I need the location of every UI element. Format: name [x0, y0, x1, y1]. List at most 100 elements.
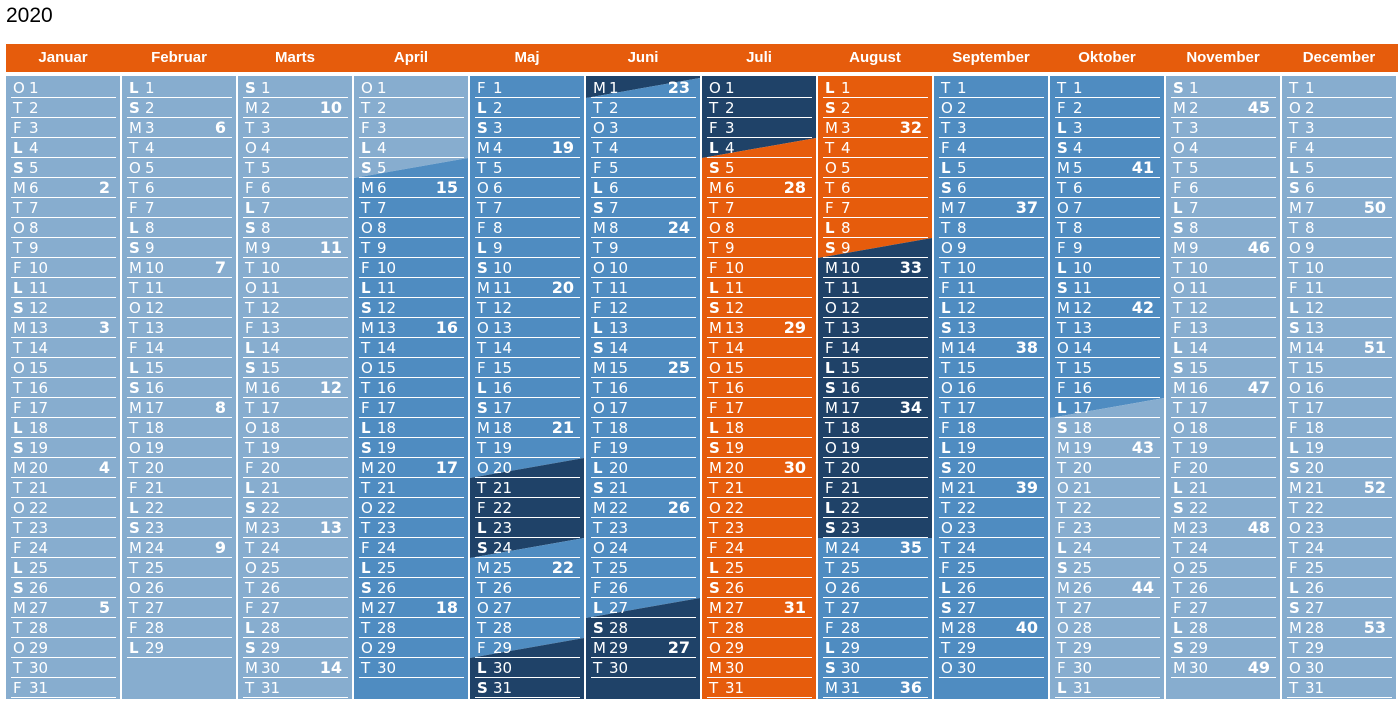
week-number: 5 [98, 598, 110, 617]
day-number: 11 [29, 279, 49, 297]
row-divider [1171, 537, 1276, 538]
day-number: 18 [261, 419, 281, 437]
day-number: 17 [493, 399, 513, 417]
week-number: 29 [783, 318, 806, 337]
day-number: 26 [609, 579, 629, 597]
weekday-letter: M [245, 519, 258, 537]
day-row: M 25 22 [470, 558, 584, 578]
weekday-letter: T [245, 259, 255, 277]
row-divider [707, 117, 812, 118]
weekday-letter: T [709, 239, 719, 257]
weekday-letter: T [1057, 599, 1067, 617]
color-band [1282, 76, 1396, 699]
day-number: 25 [1073, 559, 1093, 577]
row-divider [127, 477, 232, 478]
day-row: T 27 [818, 598, 932, 618]
day-number: 3 [1305, 119, 1315, 137]
row-divider [1055, 157, 1160, 158]
row-divider [823, 617, 928, 618]
weekday-letter: T [13, 239, 23, 257]
row-divider [823, 337, 928, 338]
day-number: 14 [957, 339, 977, 357]
weekday-letter: T [13, 199, 23, 217]
weekday-letter: S [941, 319, 952, 337]
weekday-letter: T [245, 539, 255, 557]
day-number: 21 [1073, 479, 1093, 497]
day-number: 26 [145, 579, 165, 597]
weekday-letter: M [593, 79, 606, 97]
day-row: F 12 [586, 298, 700, 318]
weekday-letter: S [129, 519, 140, 537]
day-row: T 23 [702, 518, 816, 538]
day-number: 25 [29, 559, 49, 577]
weekday-letter: O [361, 499, 373, 517]
day-row: M 19 43 [1050, 438, 1164, 458]
day-number: 6 [1073, 179, 1083, 197]
weekday-letter: F [1289, 419, 1298, 437]
row-divider [1287, 637, 1392, 638]
day-row: F 11 [1282, 278, 1396, 298]
day-number: 31 [261, 679, 281, 697]
day-row: O 18 [238, 418, 352, 438]
row-divider [823, 237, 928, 238]
day-number: 18 [725, 419, 745, 437]
day-row: T 18 [122, 418, 236, 438]
day-number: 8 [725, 219, 735, 237]
weekday-letter: O [1057, 339, 1069, 357]
row-divider [823, 637, 928, 638]
weekday-letter: L [129, 639, 139, 657]
day-row: S 15 [1166, 358, 1280, 378]
row-divider [127, 197, 232, 198]
row-divider [1055, 337, 1160, 338]
row-divider [591, 377, 696, 378]
day-number: 28 [261, 619, 281, 637]
day-row: L 30 [470, 658, 584, 678]
day-number: 13 [261, 319, 281, 337]
row-divider [127, 457, 232, 458]
day-number: 8 [1073, 219, 1083, 237]
row-divider [591, 657, 696, 658]
day-row: L 27 [586, 598, 700, 618]
day-number: 8 [1305, 219, 1315, 237]
weekday-letter: M [477, 419, 490, 437]
row-divider [707, 317, 812, 318]
weekday-letter: M [593, 219, 606, 237]
weekday-letter: S [593, 619, 604, 637]
weekday-letter: L [709, 279, 719, 297]
row-divider [707, 397, 812, 398]
day-row: T 21 [702, 478, 816, 498]
row-divider [1055, 497, 1160, 498]
row-divider [591, 197, 696, 198]
row-divider [707, 197, 812, 198]
day-row: M 14 38 [934, 338, 1048, 358]
weekday-letter: M [941, 339, 954, 357]
day-row: O 12 [818, 298, 932, 318]
weekday-letter: O [245, 559, 257, 577]
day-row: O 28 [1050, 618, 1164, 638]
day-number: 9 [957, 239, 967, 257]
weekday-letter: F [825, 619, 834, 637]
row-divider [1171, 397, 1276, 398]
weekday-letter: T [593, 99, 603, 117]
row-divider [1171, 237, 1276, 238]
row-divider [1287, 197, 1392, 198]
weekday-letter: O [1057, 619, 1069, 637]
weekday-letter: M [129, 399, 142, 417]
day-number: 17 [1305, 399, 1325, 417]
day-number: 17 [261, 399, 281, 417]
weekday-letter: L [593, 319, 603, 337]
row-divider [591, 437, 696, 438]
day-number: 15 [377, 359, 397, 377]
day-number: 22 [841, 499, 861, 517]
day-number: 21 [609, 479, 629, 497]
day-row: M 13 29 [702, 318, 816, 338]
row-divider [707, 517, 812, 518]
